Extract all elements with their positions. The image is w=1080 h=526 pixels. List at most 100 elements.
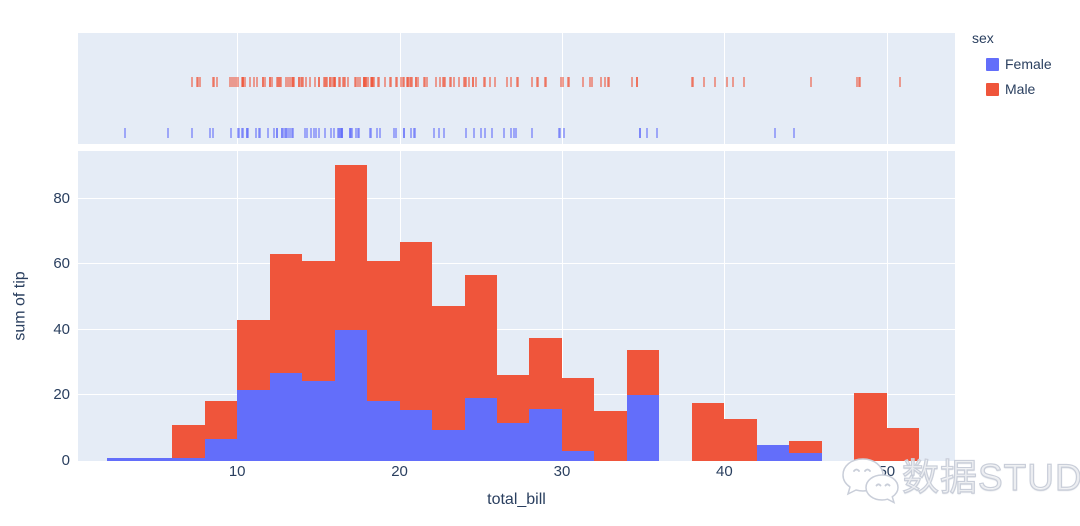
histogram-bar-male-14[interactable] bbox=[302, 261, 335, 381]
histogram-bar-female-2[interactable] bbox=[107, 457, 140, 461]
rug-tick-male bbox=[302, 77, 305, 87]
histogram-bar-female-10[interactable] bbox=[237, 390, 270, 461]
histogram-bar-male-30[interactable] bbox=[561, 377, 595, 451]
rug-tick-female bbox=[246, 128, 249, 138]
rug-tick-male bbox=[452, 77, 455, 87]
histogram-bar-female-42[interactable] bbox=[756, 444, 790, 461]
rug-tick-male bbox=[530, 77, 533, 87]
histogram-bar-male-28[interactable] bbox=[529, 338, 562, 410]
rug-tick-female bbox=[392, 128, 395, 138]
rug-tick-female bbox=[515, 128, 518, 138]
histogram-bar-male-18[interactable] bbox=[367, 261, 400, 402]
histogram-bar-male-20[interactable] bbox=[399, 242, 433, 410]
histogram-bar-female-14[interactable] bbox=[302, 380, 335, 461]
histogram-bar-female-22[interactable] bbox=[432, 429, 465, 461]
histogram-bar-male-48[interactable] bbox=[854, 393, 887, 461]
rug-tick-male bbox=[692, 77, 695, 87]
rug-tick-male bbox=[235, 77, 238, 87]
rug-tick-male bbox=[434, 77, 437, 87]
rug-tick-male bbox=[366, 77, 369, 87]
rug-tick-female bbox=[240, 128, 243, 138]
rug-tick-male bbox=[636, 77, 639, 87]
histogram-bar-male-22[interactable] bbox=[432, 306, 465, 430]
marginal-rug-panel[interactable] bbox=[78, 33, 955, 144]
histogram-bar-male-8[interactable] bbox=[204, 401, 238, 440]
histogram-plot-area[interactable] bbox=[78, 151, 955, 461]
histogram-bar-male-32[interactable] bbox=[594, 410, 627, 461]
histogram-bar-female-6[interactable] bbox=[172, 457, 205, 461]
histogram-bar-female-24[interactable] bbox=[464, 397, 497, 461]
histogram-bar-male-10[interactable] bbox=[237, 319, 270, 391]
histogram-bar-male-16[interactable] bbox=[334, 165, 368, 331]
histogram-bar-female-20[interactable] bbox=[399, 409, 433, 461]
y-gridline-80 bbox=[78, 197, 955, 199]
x-gridline-30 bbox=[561, 151, 563, 461]
rug-tick-female bbox=[413, 128, 416, 138]
rug-tick-male bbox=[410, 77, 413, 87]
histogram-bar-male-40[interactable] bbox=[724, 419, 757, 461]
rug-tick-female bbox=[773, 128, 776, 138]
rug-tick-male bbox=[237, 77, 240, 87]
rug-tick-female bbox=[314, 128, 317, 138]
histogram-bar-female-4[interactable] bbox=[139, 457, 173, 461]
rug-tick-female bbox=[289, 128, 292, 138]
histogram-bar-female-12[interactable] bbox=[269, 372, 303, 461]
rug-tick-female bbox=[646, 128, 649, 138]
histogram-bar-female-30[interactable] bbox=[561, 450, 595, 461]
rug-tick-male bbox=[354, 77, 357, 87]
histogram-bar-male-26[interactable] bbox=[497, 375, 530, 423]
histogram-bar-female-34[interactable] bbox=[626, 395, 660, 461]
x-tick-label-30: 30 bbox=[553, 463, 571, 480]
histogram-bar-female-16[interactable] bbox=[334, 330, 368, 461]
legend: sex Female Male bbox=[972, 30, 1052, 106]
rug-tick-male bbox=[407, 77, 410, 87]
legend-title: sex bbox=[972, 30, 994, 46]
rug-tick-male bbox=[344, 77, 347, 87]
rug-tick-male bbox=[317, 77, 320, 87]
rug-tick-female bbox=[354, 128, 357, 138]
rug-tick-male bbox=[463, 77, 466, 87]
rug-tick-male bbox=[252, 77, 255, 87]
histogram-bar-male-44[interactable] bbox=[789, 441, 822, 453]
histogram-bar-male-12[interactable] bbox=[269, 254, 303, 373]
x-gridline-20 bbox=[399, 33, 401, 144]
histogram-bar-female-44[interactable] bbox=[789, 452, 822, 461]
histogram-bar-female-28[interactable] bbox=[529, 409, 562, 461]
rug-tick-male bbox=[364, 77, 367, 87]
legend-item-male[interactable]: Male bbox=[986, 81, 1052, 97]
rug-tick-male bbox=[405, 77, 408, 87]
rug-tick-female bbox=[443, 128, 446, 138]
histogram-bar-female-26[interactable] bbox=[497, 423, 530, 461]
rug-tick-female bbox=[368, 128, 371, 138]
rug-tick-male bbox=[377, 77, 380, 87]
rug-tick-male bbox=[424, 77, 427, 87]
histogram-bar-male-34[interactable] bbox=[626, 349, 660, 396]
histogram-bar-male-38[interactable] bbox=[691, 403, 725, 461]
histogram-bar-male-50[interactable] bbox=[886, 428, 920, 461]
rug-tick-male bbox=[458, 77, 461, 87]
histogram-bar-female-8[interactable] bbox=[204, 439, 238, 461]
x-gridline-50 bbox=[886, 33, 888, 144]
x-gridline-10 bbox=[237, 33, 239, 144]
rug-tick-female bbox=[258, 128, 261, 138]
rug-tick-male bbox=[330, 77, 333, 87]
rug-tick-female bbox=[323, 128, 326, 138]
legend-item-female[interactable]: Female bbox=[986, 56, 1052, 72]
histogram-bar-male-24[interactable] bbox=[464, 274, 497, 398]
rug-tick-male bbox=[581, 77, 584, 87]
rug-tick-male bbox=[389, 77, 392, 87]
rug-tick-male bbox=[333, 77, 336, 87]
histogram-bar-male-6[interactable] bbox=[172, 424, 205, 458]
rug-tick-male bbox=[285, 77, 288, 87]
rug-tick-male bbox=[561, 77, 564, 87]
rug-tick-male bbox=[199, 77, 202, 87]
rug-tick-male bbox=[213, 77, 216, 87]
rug-tick-male bbox=[278, 77, 281, 87]
rug-tick-male bbox=[559, 77, 562, 87]
rug-tick-male bbox=[196, 77, 199, 87]
histogram-bar-female-18[interactable] bbox=[367, 401, 400, 461]
x-gridline-50 bbox=[886, 151, 888, 461]
rug-tick-female bbox=[340, 128, 343, 138]
rug-tick-male bbox=[269, 77, 272, 87]
rug-tick-female bbox=[280, 128, 283, 138]
